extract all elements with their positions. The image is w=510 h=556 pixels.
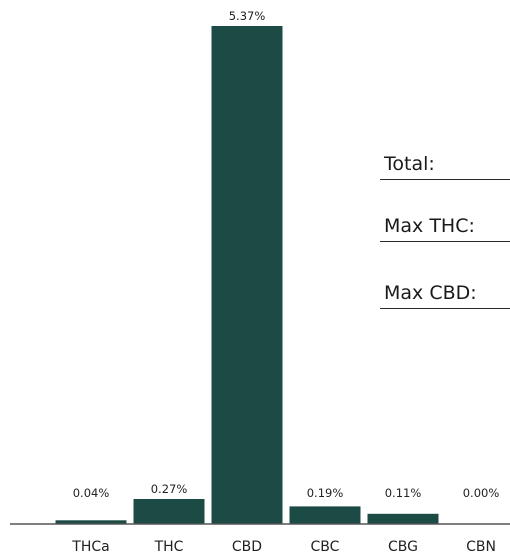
tick-label-thca: THCa [71, 539, 109, 555]
tick-label-cbc: CBC [311, 539, 340, 555]
bar-thca [55, 520, 127, 524]
total-label: Total: [384, 153, 435, 175]
max-cbd-label: Max CBD: [384, 282, 477, 304]
bars-layer [55, 26, 439, 524]
tick-label-cbg: CBG [388, 539, 418, 555]
value-label-cbd: 5.37% [229, 9, 266, 23]
bar-cbg [367, 513, 439, 524]
bar-cbd [211, 26, 283, 524]
max-cbd-row: Max CBD: [380, 272, 510, 309]
tick-label-cbn: CBN [466, 539, 496, 555]
max-thc-row: Max THC: [380, 205, 510, 242]
x-tick-labels-layer: THCa THC CBD CBC CBG CBN [71, 539, 496, 555]
bar-thc [133, 499, 205, 524]
value-labels-layer: 0.04% 0.27% 5.37% 0.19% 0.11% 0.00% [73, 9, 500, 500]
value-label-thca: 0.04% [73, 486, 110, 500]
value-label-cbg: 0.11% [385, 486, 422, 500]
max-thc-label: Max THC: [384, 215, 475, 237]
tick-label-cbd: CBD [232, 539, 262, 555]
tick-label-thc: THC [154, 539, 184, 555]
bar-cbc [289, 506, 361, 524]
value-label-cbn: 0.00% [463, 486, 500, 500]
value-label-cbc: 0.19% [307, 486, 344, 500]
total-row: Total: [380, 143, 510, 180]
value-label-thc: 0.27% [151, 482, 188, 496]
